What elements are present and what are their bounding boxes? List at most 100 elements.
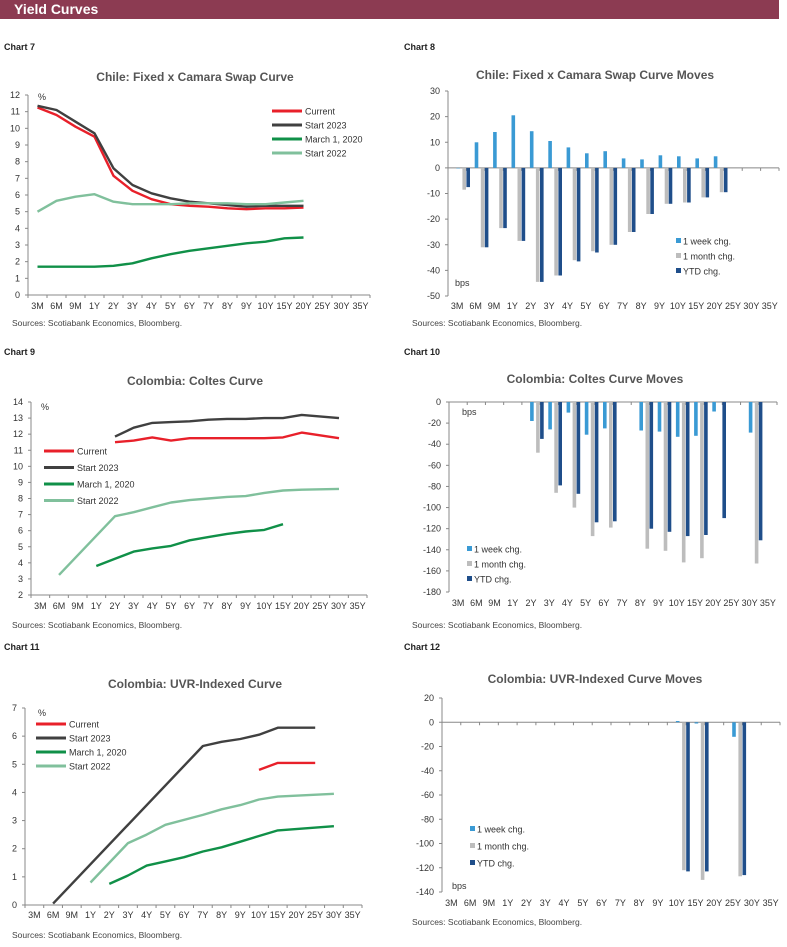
y-tick-label: 7 [15, 173, 20, 183]
chart-title: Colombia: UVR-Indexed Curve [107, 677, 283, 691]
x-tick-label: 9M [71, 601, 84, 611]
chart-source: Sources: Scotiabank Economics, Bloomberg… [12, 620, 183, 630]
y-tick-label: -80 [428, 481, 441, 491]
y-tick-label: 8 [15, 157, 20, 167]
x-tick-label: 8Y [636, 301, 647, 311]
chart-label: Chart 9 [4, 347, 36, 357]
x-tick-label: 10Y [669, 898, 685, 908]
y-tick-label: -120 [423, 524, 441, 534]
bar [558, 402, 562, 486]
bar [694, 402, 698, 436]
bar [705, 167, 710, 198]
bar [758, 402, 763, 541]
x-tick-label: 6M [47, 910, 60, 920]
x-tick-label: 25Y [725, 301, 741, 311]
bar [649, 402, 654, 529]
x-tick-label: 3Y [540, 898, 551, 908]
legend-swatch [470, 826, 475, 831]
y-tick-label: 13 [13, 413, 23, 423]
x-tick-label: 4Y [146, 301, 157, 311]
x-tick-label: 2Y [525, 301, 536, 311]
legend-swatch [467, 546, 472, 551]
bar [631, 167, 636, 232]
x-tick-label: 20Y [706, 898, 722, 908]
x-tick-label: 3M [452, 598, 465, 608]
legend-label: Current [69, 720, 100, 730]
legend-label: March 1, 2020 [69, 748, 127, 758]
bar [466, 167, 470, 188]
legend-label: Current [77, 447, 108, 457]
y-tick-label: -40 [421, 766, 434, 776]
y-tick-label: 5 [12, 759, 17, 769]
y-tick-label: 30 [430, 86, 440, 96]
y-tick-label: 10 [430, 137, 440, 147]
bar [511, 115, 516, 168]
bar [712, 402, 716, 412]
y-tick-label: 6 [15, 190, 20, 200]
chart-source: Sources: Scotiabank Economics, Bloomberg… [412, 917, 583, 927]
bar [742, 722, 747, 876]
bar [576, 402, 581, 494]
legend-label: 1 month chg. [477, 842, 529, 852]
x-tick-label: 6Y [599, 301, 610, 311]
y-tick-label: 11 [14, 445, 23, 455]
x-tick-label: 8Y [221, 601, 232, 611]
bar [609, 167, 614, 245]
x-tick-label: 9M [66, 910, 79, 920]
legend-label: 1 month chg. [474, 560, 526, 570]
series-line-4 [36, 192, 304, 213]
bar [591, 167, 595, 252]
x-tick-label: 8Y [635, 598, 646, 608]
bar [682, 722, 686, 871]
unit-label: bps [462, 407, 477, 417]
bar [566, 402, 571, 413]
legend-label: YTD chg. [477, 859, 515, 869]
x-tick-label: 25Y [312, 601, 328, 611]
x-tick-label: 2Y [108, 301, 119, 311]
x-tick-label: 8Y [222, 301, 233, 311]
x-tick-label: 9Y [654, 301, 665, 311]
x-tick-label: 2Y [521, 898, 532, 908]
x-tick-label: 6M [53, 601, 66, 611]
chart-source: Sources: Scotiabank Economics, Bloomberg… [12, 930, 183, 940]
x-tick-label: 9Y [653, 598, 664, 608]
bar [683, 167, 687, 203]
x-tick-label: 30Y [331, 601, 347, 611]
y-tick-label: 8 [18, 494, 23, 504]
legend-label: Start 2022 [77, 496, 119, 506]
legend-swatch [676, 268, 681, 273]
x-tick-label: 2Y [104, 910, 115, 920]
y-tick-label: -40 [428, 439, 441, 449]
series-line-2 [114, 413, 340, 438]
legend-label: Start 2022 [69, 762, 111, 772]
unit-label: bps [452, 881, 467, 891]
bar [548, 402, 552, 430]
x-tick-label: 5Y [160, 910, 171, 920]
bar [554, 167, 558, 276]
y-tick-label: 5 [18, 542, 23, 552]
x-tick-label: 6Y [598, 598, 609, 608]
bar [700, 402, 704, 559]
section-header: Yield Curves [0, 0, 779, 19]
bar [650, 167, 654, 214]
x-tick-label: 35Y [352, 301, 368, 311]
x-tick-label: 5Y [165, 601, 176, 611]
bar [540, 402, 544, 439]
chart-source: Sources: Scotiabank Economics, Bloomberg… [12, 318, 183, 328]
x-tick-label: 25Y [725, 898, 741, 908]
x-tick-label: 3M [34, 601, 47, 611]
bar [681, 402, 686, 563]
y-tick-label: 5 [15, 207, 20, 217]
y-tick-label: 0 [435, 163, 440, 173]
bar [594, 402, 599, 523]
x-tick-label: 2Y [525, 598, 536, 608]
y-tick-label: 6 [18, 526, 23, 536]
x-tick-label: 5Y [580, 301, 591, 311]
y-tick-label: -180 [423, 587, 441, 597]
bar [590, 402, 595, 537]
chart-title: Colombia: Coltes Curve [126, 374, 264, 388]
bar [536, 402, 540, 453]
bar [738, 722, 742, 877]
bar [677, 156, 681, 168]
bar [584, 402, 589, 435]
